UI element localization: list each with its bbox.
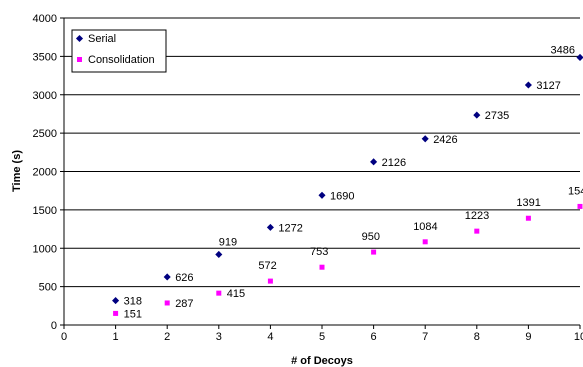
data-label-consolidation: 1545 bbox=[568, 185, 583, 197]
y-tick-label: 3000 bbox=[33, 90, 57, 102]
data-label-serial: 318 bbox=[124, 296, 142, 308]
legend-label-consolidation: Consolidation bbox=[88, 54, 155, 66]
x-tick-labels: 0 1 2 3 4 5 6 7 8 9 10 bbox=[61, 331, 583, 343]
x-tick-label: 5 bbox=[319, 331, 325, 343]
point-serial bbox=[576, 53, 583, 61]
point-serial bbox=[266, 223, 274, 231]
point-serial bbox=[215, 250, 223, 259]
data-label-consolidation: 1391 bbox=[516, 197, 540, 209]
y-tick-label: 1000 bbox=[33, 243, 57, 255]
data-label-serial: 3486 bbox=[551, 44, 575, 56]
point-serial bbox=[370, 158, 378, 166]
data-label-consolidation: 950 bbox=[362, 231, 380, 243]
x-tick-label: 3 bbox=[216, 331, 222, 343]
point-consolidation bbox=[164, 300, 170, 306]
data-label-serial: 1272 bbox=[278, 222, 302, 234]
point-consolidation bbox=[474, 228, 480, 234]
data-label-serial: 2126 bbox=[382, 157, 406, 169]
point-serial bbox=[524, 81, 532, 89]
x-tick-label: 4 bbox=[267, 331, 273, 343]
data-label-serial: 919 bbox=[219, 236, 237, 248]
point-consolidation bbox=[422, 239, 428, 245]
data-labels: 318 626 919 1272 1690 2126 2426 2735 3127 3486 151… bbox=[124, 44, 583, 320]
point-consolidation bbox=[267, 278, 273, 284]
y-tick-label: 3500 bbox=[33, 51, 57, 63]
x-tick-label: 6 bbox=[371, 331, 377, 343]
point-consolidation bbox=[216, 290, 222, 296]
data-label-serial: 2426 bbox=[433, 134, 457, 146]
data-label-consolidation: 753 bbox=[310, 246, 328, 258]
point-serial bbox=[163, 273, 171, 281]
data-label-consolidation: 1223 bbox=[465, 210, 489, 222]
legend-marker-consolidation bbox=[77, 57, 82, 62]
y-tick-label: 0 bbox=[51, 320, 57, 332]
legend-box bbox=[71, 29, 167, 73]
legend: Serial Consolidation bbox=[71, 29, 167, 73]
data-label-consolidation: 572 bbox=[258, 260, 276, 272]
legend-label-serial: Serial bbox=[88, 33, 116, 45]
point-consolidation bbox=[371, 249, 377, 255]
y-tick-label: 1500 bbox=[33, 205, 57, 217]
y-tick-label: 2500 bbox=[33, 128, 57, 140]
point-serial bbox=[112, 297, 120, 305]
data-points bbox=[112, 53, 583, 316]
data-label-consolidation: 1084 bbox=[413, 221, 437, 233]
y-tick-labels: 0 500 1000 1500 2000 2500 3000 3500 4000 bbox=[33, 13, 57, 332]
axes bbox=[60, 17, 581, 329]
point-consolidation bbox=[525, 215, 531, 221]
y-tick-label: 2000 bbox=[33, 167, 57, 179]
x-tick-label: 2 bbox=[164, 331, 170, 343]
x-axis-title: # of Decoys bbox=[291, 355, 353, 367]
data-label-consolidation: 415 bbox=[227, 288, 245, 300]
y-axis-title: Time (s) bbox=[11, 150, 23, 192]
x-tick-label: 7 bbox=[422, 331, 428, 343]
x-tick-label: 1 bbox=[113, 331, 119, 343]
data-label-consolidation: 287 bbox=[175, 298, 193, 310]
data-label-serial: 3127 bbox=[536, 80, 560, 92]
point-consolidation bbox=[319, 264, 325, 270]
x-tick-label: 10 bbox=[574, 331, 583, 343]
data-label-consolidation: 151 bbox=[124, 308, 142, 320]
data-label-serial: 1690 bbox=[330, 190, 354, 202]
point-serial bbox=[318, 191, 326, 199]
point-consolidation bbox=[113, 310, 119, 316]
y-tick-label: 4000 bbox=[33, 13, 57, 25]
x-tick-label: 8 bbox=[474, 331, 480, 343]
y-tick-label: 500 bbox=[39, 282, 57, 294]
data-label-serial: 626 bbox=[175, 272, 193, 284]
x-tick-label: 9 bbox=[525, 331, 531, 343]
x-tick-label: 0 bbox=[61, 331, 67, 343]
data-label-serial: 2735 bbox=[485, 110, 509, 122]
point-serial bbox=[421, 135, 429, 143]
point-consolidation bbox=[577, 203, 583, 209]
point-serial bbox=[473, 111, 481, 119]
